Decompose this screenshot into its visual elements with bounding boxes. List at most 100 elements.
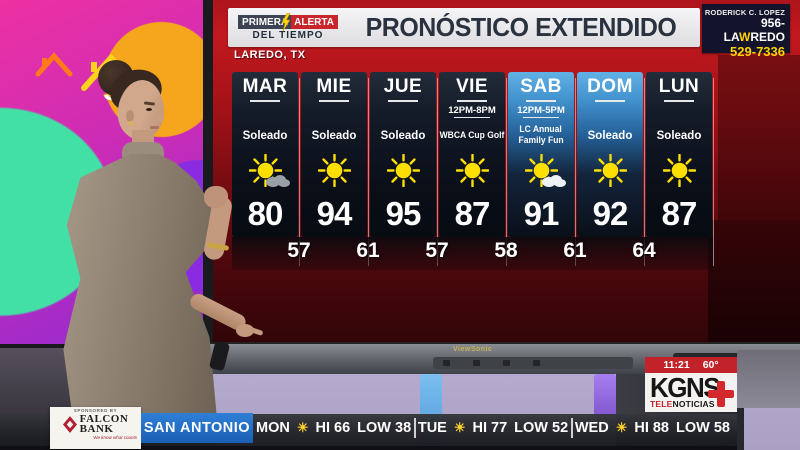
- high-temp: 95: [385, 194, 422, 232]
- high-temp: 87: [454, 194, 491, 232]
- forecast-board: PRIMERA ALERTA DEL TIEMPO PRONÓSTICO EXT…: [213, 0, 800, 342]
- event-time-slot: 12PM-8PM: [448, 102, 496, 122]
- day-underline: [319, 100, 349, 102]
- forecast-day-column: MIE Soleado 94: [301, 72, 367, 237]
- event-time-slot: 12PM-5PM: [517, 102, 565, 122]
- current-temp: 60°: [702, 359, 719, 371]
- presenter-nose: [157, 113, 164, 122]
- tagline-noticias: NOTICIAS: [672, 398, 715, 409]
- high-temp: 92: [592, 194, 629, 232]
- event-time-underline: [453, 116, 490, 119]
- monitor-corner-shadow: [737, 350, 800, 408]
- sun-icon: [248, 153, 282, 187]
- column-separator: [575, 78, 576, 266]
- brand-del-tiempo-label: DEL TIEMPO: [252, 29, 324, 41]
- weather-icon: [232, 150, 298, 190]
- column-separator: [437, 78, 438, 266]
- attorney-phone-word: 956-LAWREDO: [702, 16, 785, 45]
- low-temp: 57: [425, 239, 449, 262]
- high-temp: 94: [316, 194, 353, 232]
- sun-icon: [317, 153, 351, 187]
- presenter-clicker: [208, 340, 231, 372]
- location-label: LAREDO, TX: [234, 49, 306, 61]
- condition-label: Soleado: [242, 130, 288, 142]
- day-label: LUN: [658, 76, 700, 97]
- attorney-ad: RODERICK C. LOPEZ 956-LAWREDO 529-7336: [702, 4, 790, 58]
- forecast-day-column: VIE 12PM-8PM WBCA Cup Golf 87: [439, 72, 505, 237]
- phone-highlight: W: [739, 29, 751, 44]
- forecast-day-column: MAR Soleado 80: [232, 72, 298, 237]
- day-label: MAR: [242, 76, 288, 97]
- lightning-bolt-icon: [281, 12, 291, 31]
- brand-primera-label: PRIMERA: [238, 14, 292, 29]
- stylus-tray: [673, 353, 763, 359]
- low-temp: 61: [563, 239, 587, 262]
- day-underline: [526, 100, 556, 102]
- entry-day: MON: [256, 420, 290, 436]
- weather-icon: [508, 150, 574, 190]
- presenter-earring: [129, 121, 133, 125]
- station-logo: KGNS TELENOTICIAS: [645, 373, 737, 412]
- presenter-hand: [236, 324, 254, 337]
- column-separator: [713, 78, 714, 266]
- presenter-ear: [126, 110, 134, 122]
- event-time-label: 12PM-8PM: [448, 104, 496, 116]
- condition-label: Soleado: [656, 130, 702, 142]
- weather-icon: [646, 150, 712, 190]
- weather-icon: [370, 150, 436, 190]
- event-line: Family Fun: [518, 135, 564, 146]
- day-label: MIE: [316, 76, 352, 97]
- condition-label: Soleado: [587, 130, 633, 142]
- weather-icon: [577, 150, 643, 190]
- day-underline: [388, 100, 418, 102]
- forecast-day-column: JUE Soleado 95: [370, 72, 436, 237]
- column-separator: [506, 78, 507, 266]
- low-temp: 61: [356, 239, 380, 262]
- day-label: VIE: [455, 76, 489, 97]
- attorney-name: RODERICK C. LOPEZ: [704, 8, 785, 17]
- cloud-icon: [266, 175, 290, 187]
- attorney-phone-number: 529-7336: [730, 43, 785, 59]
- event-line: WBCA Cup Golf: [439, 129, 505, 141]
- brand-alerta-label: ALERTA: [291, 14, 338, 29]
- sun-icon: ☀: [453, 420, 466, 435]
- weather-presenter: [40, 58, 264, 450]
- weather-icon: [439, 150, 505, 190]
- page-title: PRONÓSTICO EXTENDIDO: [365, 12, 677, 42]
- presenter-eye: [146, 108, 152, 111]
- event-time-label: 12PM-5PM: [517, 104, 565, 116]
- monitor-bezel-left: [203, 0, 213, 342]
- weather-icon: [301, 150, 367, 190]
- forecast-day-column: LUN Soleado 87: [646, 72, 712, 237]
- time-temp-bar: 11:21 60°: [645, 357, 737, 373]
- event-time-underline: [522, 116, 559, 119]
- monitor-brand-label: ViewSonic: [453, 346, 493, 353]
- entry-day: WED: [574, 420, 609, 436]
- day-label: SAB: [520, 76, 562, 97]
- high-temp: 91: [523, 194, 560, 232]
- title-banner: PRIMERA ALERTA DEL TIEMPO PRONÓSTICO EXT…: [228, 8, 700, 47]
- event-label: WBCA Cup Golf: [436, 122, 508, 150]
- low-temp: 57: [287, 239, 311, 262]
- forecast-day-column: SAB 12PM-5PM LC Annual Family Fun 91: [508, 72, 574, 237]
- board-shadow-block: [718, 55, 800, 220]
- phone-prefix: 956-LA: [723, 16, 785, 44]
- ticker-separator: [413, 418, 416, 438]
- forecast-day-column: DOM Soleado 92: [577, 72, 643, 237]
- monitor-ports: [433, 357, 633, 369]
- sun-icon: ☀: [296, 420, 309, 435]
- tagline-tele: TELE: [650, 398, 673, 409]
- day-label: DOM: [587, 76, 633, 97]
- high-temp: 80: [247, 194, 284, 232]
- event-label: LC Annual Family Fun: [516, 122, 566, 150]
- sun-icon: [662, 153, 696, 187]
- condition-label: Soleado: [311, 130, 357, 142]
- high-temp: 87: [661, 194, 698, 232]
- condition-label: Soleado: [380, 130, 426, 142]
- cloud-icon: [542, 175, 566, 187]
- event-line: LC Annual: [519, 124, 563, 136]
- primera-alerta-logo: PRIMERA ALERTA DEL TIEMPO: [234, 12, 342, 41]
- column-separator: [299, 78, 300, 266]
- day-underline: [250, 100, 280, 102]
